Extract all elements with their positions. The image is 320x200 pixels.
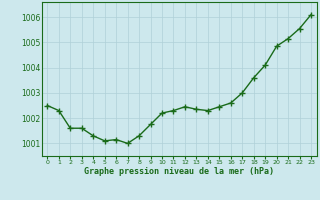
X-axis label: Graphe pression niveau de la mer (hPa): Graphe pression niveau de la mer (hPa) [84, 167, 274, 176]
